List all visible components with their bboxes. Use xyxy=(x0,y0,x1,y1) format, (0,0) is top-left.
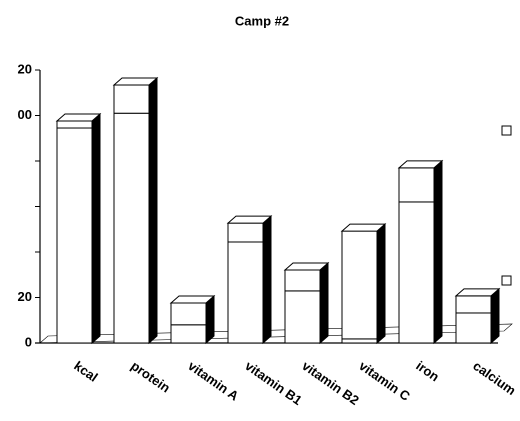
bar-side xyxy=(433,193,443,345)
bar xyxy=(170,324,207,344)
chart-title: Camp #2 xyxy=(235,13,289,28)
bar xyxy=(455,295,492,314)
bar xyxy=(398,167,435,203)
bar-top xyxy=(454,288,501,297)
bar-side xyxy=(319,282,329,345)
y-tick-label: 20 xyxy=(18,61,32,76)
bar-side xyxy=(91,119,101,345)
bar-top xyxy=(112,77,159,86)
x-tick-label: vitamin B1 xyxy=(242,358,304,408)
bar xyxy=(56,120,93,129)
bar-top xyxy=(397,160,444,169)
bar xyxy=(398,201,435,344)
legend-swatch xyxy=(501,125,512,136)
bar-top xyxy=(226,215,273,224)
bar xyxy=(113,112,150,344)
y-tick-label: 0 xyxy=(25,334,32,349)
x-tick-label: calcium xyxy=(470,358,518,398)
bar xyxy=(284,269,321,292)
bar xyxy=(113,84,150,114)
bar xyxy=(170,302,207,326)
bar xyxy=(341,230,378,340)
x-tick-label: kcal xyxy=(71,358,100,385)
x-tick-label: vitamin B2 xyxy=(299,358,361,408)
bar-top xyxy=(169,295,216,304)
bar xyxy=(227,222,264,243)
bar xyxy=(227,241,264,344)
bar-side xyxy=(262,233,272,345)
bar-side xyxy=(148,105,158,345)
x-tick-label: iron xyxy=(413,358,442,384)
bar xyxy=(455,312,492,344)
x-tick-label: vitamin A xyxy=(185,358,242,404)
bar-top xyxy=(340,223,387,232)
y-tick-label: 00 xyxy=(18,107,32,122)
legend-swatch xyxy=(501,275,512,286)
bar xyxy=(341,338,378,344)
bar-top xyxy=(55,113,102,122)
x-tick-label: protein xyxy=(128,358,173,396)
bar-side xyxy=(376,222,386,341)
y-tick-label: 20 xyxy=(18,289,32,304)
bar-top xyxy=(283,262,330,271)
bar xyxy=(284,290,321,344)
x-tick-label: vitamin C xyxy=(356,358,413,404)
bar xyxy=(56,127,93,344)
